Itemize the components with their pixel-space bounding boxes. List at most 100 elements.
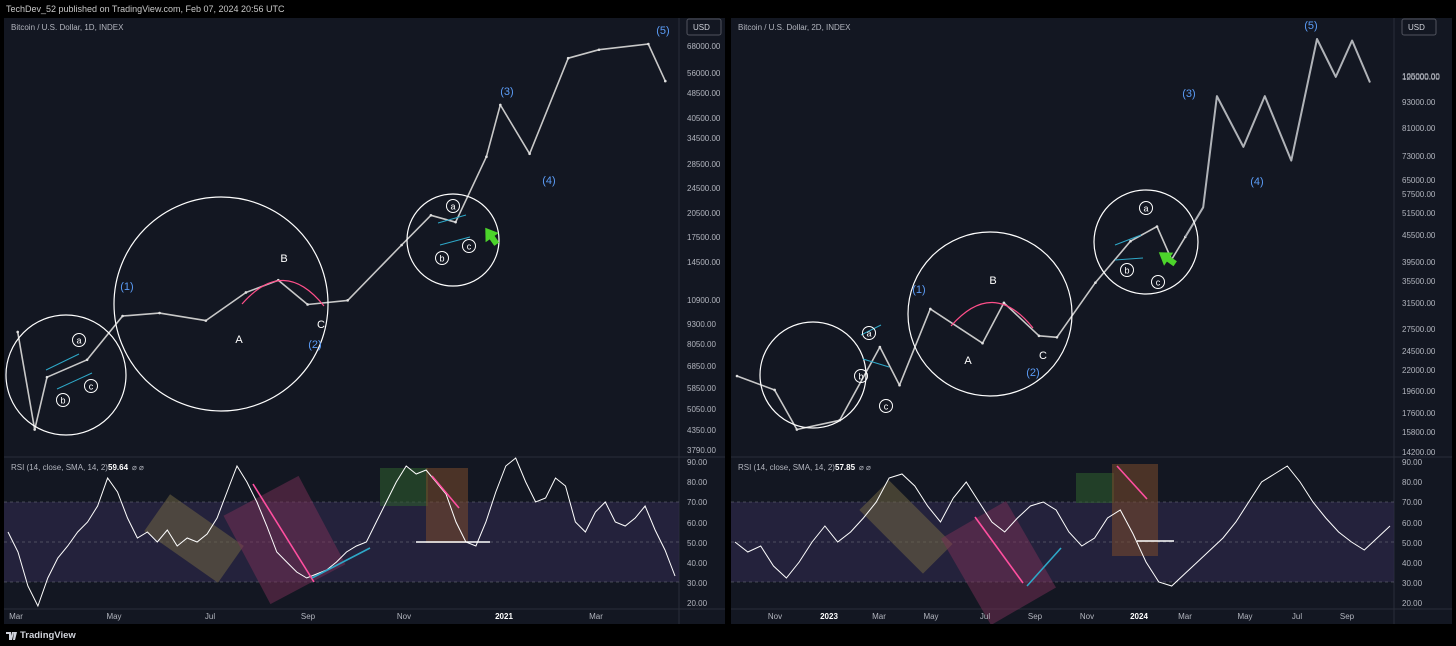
price-tick-label: 31500.00 — [1402, 299, 1436, 308]
time-tick-label: Sep — [1340, 612, 1355, 621]
price-point — [1094, 281, 1097, 284]
price-tick-label: 17600.00 — [1402, 409, 1436, 418]
channel-line — [1114, 257, 1144, 261]
price-point — [898, 383, 901, 387]
wave-label: (1) — [120, 281, 133, 293]
channel-line — [860, 324, 882, 336]
sub-wave-label: a — [1143, 204, 1148, 214]
rsi-tick-label: 60.00 — [1402, 519, 1423, 528]
time-tick-label: Jul — [205, 612, 215, 621]
sub-wave-label: c — [467, 242, 472, 252]
price-tick-label: 5850.00 — [687, 384, 716, 393]
rsi-trendline — [252, 483, 315, 583]
time-tick-label: Jul — [980, 612, 990, 621]
price-point — [85, 358, 89, 362]
price-tick-label: 8050.00 — [687, 340, 716, 349]
abc-label: A — [964, 355, 972, 367]
channel-line — [45, 353, 80, 371]
time-tick-label: Jul — [1292, 612, 1302, 621]
price-point — [499, 103, 502, 107]
wave-label: (5) — [1304, 20, 1317, 32]
price-point — [647, 42, 650, 46]
price-point — [244, 291, 248, 294]
rsi-label: RSI (14, close, SMA, 14, 2) — [738, 463, 835, 472]
price-point — [204, 319, 208, 322]
price-tick-label: 5050.00 — [687, 405, 716, 414]
price-tick-label: 19600.00 — [1402, 387, 1436, 396]
sub-wave-circle — [56, 393, 70, 407]
price-point — [306, 303, 309, 306]
chart-panel-left[interactable]: Bitcoin / U.S. Dollar, 1D, INDEX USD 68000… — [4, 18, 725, 624]
chart-svg-left[interactable]: Bitcoin / U.S. Dollar, 1D, INDEX USD 68000… — [4, 18, 725, 624]
abc-label: B — [280, 253, 287, 265]
annotation-circle — [406, 193, 500, 287]
price-point — [45, 375, 49, 379]
price-tick-label: 45500.00 — [1402, 231, 1436, 240]
rsi-label: RSI (14, close, SMA, 14, 2) — [11, 463, 108, 472]
price-point — [528, 152, 531, 156]
sub-wave-label: c — [884, 402, 889, 412]
price-tick-label: 24500.00 — [1402, 347, 1436, 356]
price-line — [16, 43, 667, 431]
price-axis-bg — [679, 18, 725, 624]
channel-line — [437, 214, 467, 224]
rsi-extra: ⌀ ⌀ — [859, 463, 871, 472]
sub-wave-circle — [72, 333, 86, 347]
rsi-tick-label: 40.00 — [687, 559, 708, 568]
rsi-tick-label: 20.00 — [1402, 599, 1423, 608]
sub-wave-circle — [462, 239, 476, 253]
price-point — [1002, 301, 1006, 305]
channel-line — [439, 236, 471, 246]
chart-panel-right[interactable]: Bitcoin / U.S. Dollar, 2D, INDEX USD 10500… — [731, 18, 1452, 624]
rsi-tick-label: 40.00 — [1402, 559, 1423, 568]
price-point — [773, 388, 776, 392]
price-point — [33, 428, 36, 431]
price-line — [736, 225, 1186, 431]
rsi-highlight-box — [223, 475, 346, 605]
sub-wave-label: b — [439, 254, 444, 264]
projection-path — [1184, 38, 1371, 238]
price-point — [981, 341, 984, 345]
price-tick-label: 34500.00 — [687, 134, 721, 143]
rsi-extra: ⌀ ⌀ — [132, 463, 144, 472]
sub-wave-circle — [1120, 263, 1134, 277]
price-point — [795, 428, 799, 431]
time-tick-label: Mar — [9, 612, 23, 621]
price-point — [929, 307, 932, 311]
sub-wave-circle — [435, 251, 449, 265]
rsi-line — [7, 457, 676, 608]
sub-wave-label: b — [60, 396, 65, 406]
price-tick-label: 3790.00 — [687, 446, 716, 455]
price-tick-label: 27500.00 — [1402, 325, 1436, 334]
sub-wave-circle — [854, 369, 868, 383]
price-tick-label: 65000.00 — [1402, 176, 1436, 185]
price-point — [735, 374, 739, 378]
abc-label: B — [989, 275, 996, 287]
sub-wave-circle — [1151, 275, 1165, 289]
rsi-trendline — [431, 475, 460, 509]
chart-svg-right[interactable]: Bitcoin / U.S. Dollar, 2D, INDEX USD 10500… — [731, 18, 1452, 624]
price-tick-label: 73000.00 — [1402, 152, 1436, 161]
price-point — [663, 79, 667, 83]
time-tick-label: Nov — [768, 612, 782, 621]
rsi-tick-label: 20.00 — [687, 599, 708, 608]
chart-title: Bitcoin / U.S. Dollar, 1D, INDEX — [11, 23, 124, 32]
wave-label: (3) — [500, 86, 513, 98]
rsi-trendline — [974, 516, 1024, 584]
annotation-circle — [5, 314, 127, 436]
price-tick-label: 15800.00 — [1402, 428, 1436, 437]
time-tick-label: 2024 — [1130, 612, 1148, 621]
price-tick-label: 10900.00 — [687, 296, 721, 305]
rsi-tick-label: 60.00 — [687, 519, 708, 528]
rsi-trendline — [311, 547, 371, 579]
wave-label: (1) — [912, 284, 925, 296]
rsi-tick-label: 90.00 — [687, 458, 708, 467]
currency-label: USD — [1408, 23, 1425, 32]
chart-title: Bitcoin / U.S. Dollar, 2D, INDEX — [738, 23, 851, 32]
abc-label: A — [235, 334, 243, 346]
price-point — [346, 299, 349, 302]
price-tick-label: 14200.00 — [1402, 448, 1436, 457]
rsi-line — [734, 465, 1391, 587]
time-tick-label: May — [923, 612, 938, 621]
rsi-tick-label: 50.00 — [687, 539, 708, 548]
